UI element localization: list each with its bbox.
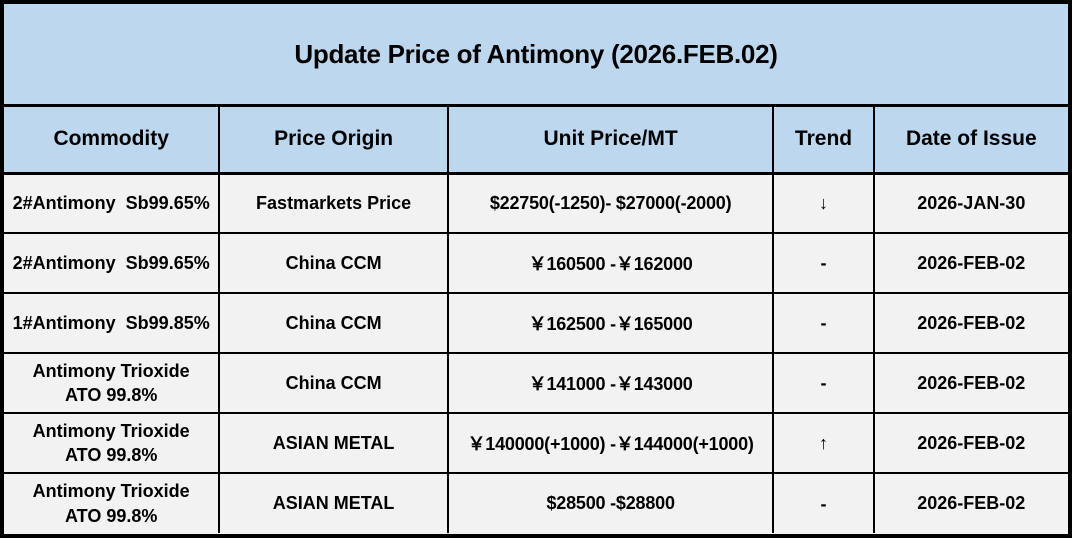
date-of-issue-cell: 2026-FEB-02 — [872, 352, 1068, 414]
unit-price-cell: ￥160500 -￥162000 — [446, 232, 775, 294]
commodity-cell: Antimony Trioxide ATO 99.8% — [4, 352, 221, 414]
unit-price-cell: ￥162500 -￥165000 — [446, 292, 775, 354]
trend-unchanged-dash: - — [772, 352, 875, 414]
unit-price-cell: $22750(-1250)- $27000(-2000) — [446, 172, 775, 234]
col-header-trend: Trend — [772, 107, 875, 175]
price-origin-cell: China CCM — [218, 352, 449, 414]
date-of-issue-cell: 2026-JAN-30 — [872, 172, 1068, 234]
table-row: Antimony Trioxide ATO 99.8% ASIAN METAL … — [4, 472, 1068, 533]
trend-unchanged-dash: - — [772, 292, 875, 354]
commodity-cell: 2#Antimony Sb99.65% — [4, 232, 221, 294]
col-header-unit-price: Unit Price/MT — [446, 107, 775, 175]
price-origin-cell: Fastmarkets Price — [218, 172, 449, 234]
commodity-cell: Antimony Trioxide ATO 99.8% — [4, 412, 221, 474]
table-row: 1#Antimony Sb99.85% China CCM ￥162500 -￥… — [4, 292, 1068, 354]
trend-unchanged-dash: - — [772, 232, 875, 294]
date-of-issue-cell: 2026-FEB-02 — [872, 472, 1068, 533]
trend-down-arrow-icon: ↓ — [772, 172, 875, 234]
unit-price-cell: ￥141000 -￥143000 — [446, 352, 775, 414]
col-header-commodity: Commodity — [4, 107, 221, 175]
col-header-date-of-issue: Date of Issue — [872, 107, 1068, 175]
table-row: 2#Antimony Sb99.65% Fastmarkets Price $2… — [4, 172, 1068, 234]
price-origin-cell: ASIAN METAL — [218, 412, 449, 474]
date-of-issue-cell: 2026-FEB-02 — [872, 232, 1068, 294]
col-header-price-origin: Price Origin — [218, 107, 449, 175]
price-origin-cell: ASIAN METAL — [218, 472, 449, 533]
unit-price-cell: ￥140000(+1000) -￥144000(+1000) — [446, 412, 775, 474]
price-table: Commodity Price Origin Unit Price/MT Tre… — [4, 107, 1068, 533]
date-of-issue-cell: 2026-FEB-02 — [872, 412, 1068, 474]
commodity-cell: 2#Antimony Sb99.65% — [4, 172, 221, 234]
date-of-issue-cell: 2026-FEB-02 — [872, 292, 1068, 354]
price-origin-cell: China CCM — [218, 292, 449, 354]
page-title: Update Price of Antimony (2026.FEB.02) — [4, 4, 1068, 107]
table-row: Antimony Trioxide ATO 99.8% ASIAN METAL … — [4, 412, 1068, 474]
unit-price-cell: $28500 -$28800 — [446, 472, 775, 533]
price-origin-cell: China CCM — [218, 232, 449, 294]
table-row: Antimony Trioxide ATO 99.8% China CCM ￥1… — [4, 352, 1068, 414]
header-row: Commodity Price Origin Unit Price/MT Tre… — [4, 107, 1068, 175]
commodity-cell: 1#Antimony Sb99.85% — [4, 292, 221, 354]
trend-up-arrow-icon: ↑ — [772, 412, 875, 474]
table-row: 2#Antimony Sb99.65% China CCM ￥160500 -￥… — [4, 232, 1068, 294]
trend-unchanged-dash: - — [772, 472, 875, 533]
commodity-cell: Antimony Trioxide ATO 99.8% — [4, 472, 221, 533]
